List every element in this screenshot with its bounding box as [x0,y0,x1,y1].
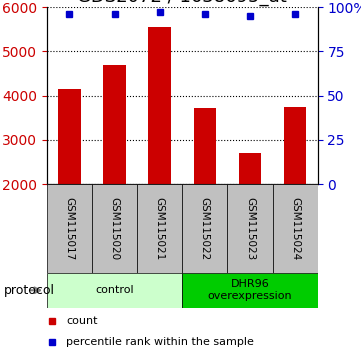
Bar [193,108,216,184]
Text: GSM115022: GSM115022 [200,197,210,260]
FancyBboxPatch shape [227,184,273,273]
FancyBboxPatch shape [47,184,92,273]
Text: control: control [95,285,134,295]
FancyBboxPatch shape [182,184,227,273]
Text: GSM115021: GSM115021 [155,197,165,260]
FancyBboxPatch shape [137,184,182,273]
Text: percentile rank within the sample: percentile rank within the sample [66,337,254,347]
FancyBboxPatch shape [273,184,318,273]
Bar [58,89,81,184]
Bar [103,65,126,184]
FancyBboxPatch shape [182,273,318,308]
FancyBboxPatch shape [47,273,182,308]
Bar [148,27,171,184]
Bar [284,107,306,184]
Text: GSM115020: GSM115020 [110,197,119,260]
Bar [239,153,261,184]
Text: GSM115024: GSM115024 [290,197,300,260]
Text: protocol: protocol [4,284,55,297]
FancyBboxPatch shape [92,184,137,273]
Text: GSM115017: GSM115017 [65,197,74,260]
Text: count: count [66,316,97,326]
Text: DHR96
overexpression: DHR96 overexpression [208,279,292,301]
Title: GDS2072 / 1638695_at: GDS2072 / 1638695_at [77,0,287,6]
Text: GSM115023: GSM115023 [245,197,255,260]
